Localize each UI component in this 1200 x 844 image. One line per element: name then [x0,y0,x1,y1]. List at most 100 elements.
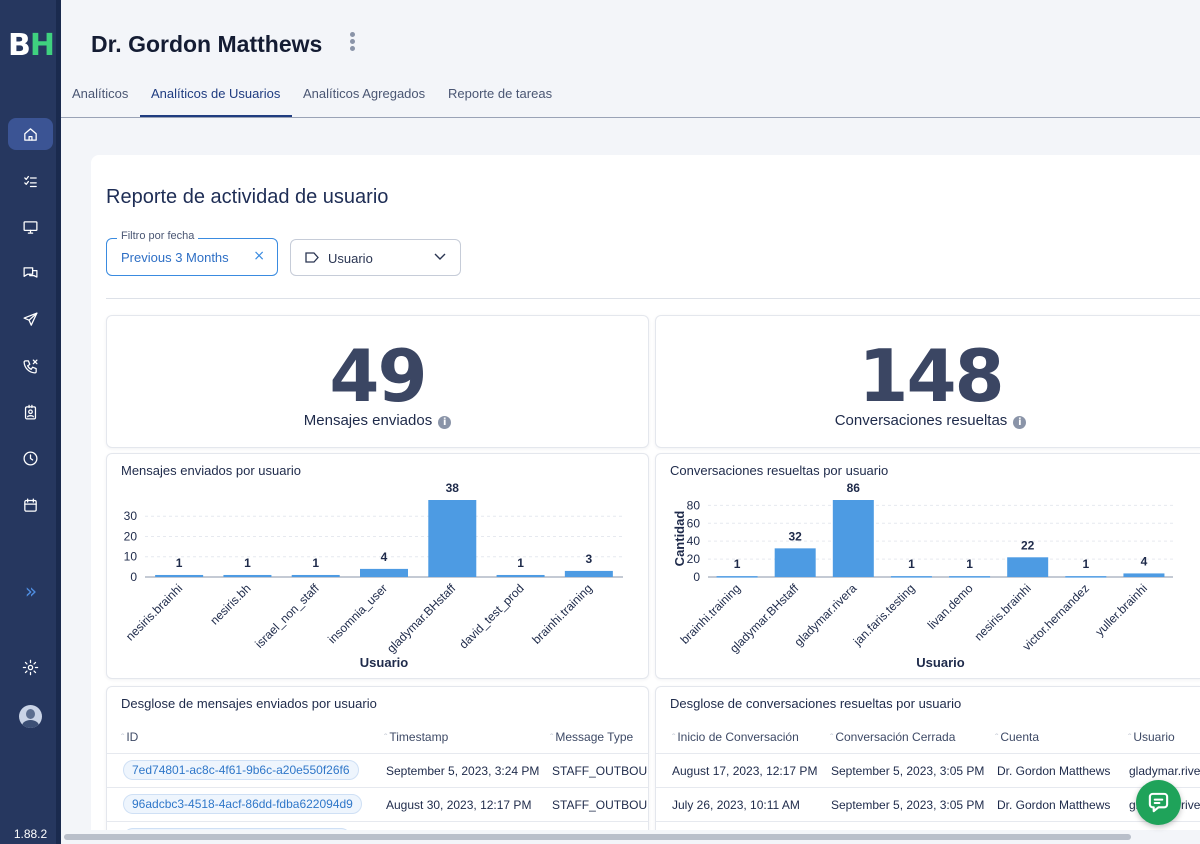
kpi-value: 49 [329,334,427,418]
nav-missed-calls[interactable] [8,350,53,382]
tab-reporte-tareas[interactable]: Reporte de tareas [448,86,553,101]
data-label: 1 [312,556,319,570]
column-header-message-type[interactable]: ˆ Message Type [550,730,633,744]
y-tick-label: 20 [124,529,138,543]
column-header-label: Message Type [555,730,634,744]
table-row[interactable]: July 26, 2023, 10:11 AM September 5, 202… [656,787,1200,821]
tab-analiticos[interactable]: Analíticos [72,86,129,101]
nav-settings[interactable] [8,651,53,683]
scrollbar-thumb[interactable] [64,834,1131,840]
data-label: 1 [517,556,524,570]
sort-icon: ˆ [384,733,388,744]
timestamp-cell: September 5, 2023, 3:24 PM [386,764,540,778]
data-label: 1 [244,556,251,570]
home-icon [24,127,37,141]
sort-icon: ˆ [830,733,834,744]
nav-chat[interactable] [8,257,53,289]
nav-tasks[interactable] [8,165,53,197]
x-tick-label: nesiris.brainhi [123,581,185,643]
expand-sidebar-icon[interactable]: » [24,579,38,603]
tab-analiticos-usuarios[interactable]: Analíticos de Usuarios [140,86,292,117]
x-axis-label: Usuario [360,655,408,670]
table-row[interactable] [656,821,1200,844]
column-header-start[interactable]: ˆ Inicio de Conversación [672,730,799,744]
info-icon[interactable]: i [438,416,452,429]
data-label: 38 [446,481,460,495]
bar[interactable] [890,576,932,578]
nav-history[interactable] [8,442,53,474]
y-tick-label: 80 [687,498,701,512]
user-avatar[interactable] [19,705,42,728]
nav-home[interactable] [8,118,53,150]
y-tick-label: 0 [693,570,700,584]
table-title: Desglose de mensajes enviados por usuari… [121,696,377,711]
x-axis-label: Usuario [916,655,964,670]
info-icon[interactable]: i [1013,416,1027,429]
bar[interactable] [428,500,477,577]
column-header-id[interactable]: ˆ ID [121,730,138,744]
report-title: Reporte de actividad de usuario [106,186,389,208]
table-row[interactable]: August 17, 2023, 12:17 PM September 5, 2… [656,753,1200,787]
bar[interactable] [496,574,545,577]
kpi-card-conversations: 148 Conversaciones resueltas i [655,315,1200,448]
y-axis-label: Cantidad [672,511,687,567]
avatar-head [26,709,35,719]
sort-icon: ˆ [121,733,125,744]
divider [106,298,1200,299]
x-tick-label: gladymar.BHstaff [384,581,459,656]
x-tick-label: nesiris.brainhi [972,581,1034,643]
date-filter-legend: Filtro por fecha [117,230,199,242]
sort-icon: ˆ [672,733,676,744]
clear-filter-icon[interactable]: × [253,248,265,264]
nav-contacts[interactable] [8,396,53,428]
bar[interactable] [949,576,991,578]
more-options-icon[interactable] [348,32,356,52]
column-header-closed[interactable]: ˆ Conversación Cerrada [830,730,955,744]
bar[interactable] [223,574,272,577]
table-row[interactable]: 7ed74801-ac8c-4f61-9b6c-a20e550f26f6 Sep… [107,753,648,787]
bar[interactable] [564,570,613,577]
column-header-timestamp[interactable]: ˆ Timestamp [384,730,448,744]
bar[interactable] [291,574,340,577]
x-tick-label: livan.demo [925,581,976,632]
calendar-icon [24,497,37,512]
timestamp-cell: August 30, 2023, 12:17 PM [386,798,532,812]
kpi-value: 148 [858,334,1004,418]
y-tick-label: 0 [130,570,137,584]
data-label: 1 [908,557,915,571]
bar[interactable] [360,568,408,577]
nav-monitor[interactable] [8,211,53,243]
data-label: 1 [734,557,741,571]
bar[interactable] [155,574,204,577]
data-label: 32 [789,529,803,543]
bar[interactable] [1007,557,1049,577]
nav-send[interactable] [8,303,53,335]
column-header-user[interactable]: ˆ Usuario [1128,730,1175,744]
table-row[interactable]: 96adcbc3-4518-4acf-86dd-fdba622094d9 Aug… [107,787,648,821]
data-label: 3 [586,552,593,566]
bar[interactable] [774,548,816,577]
start-cell: August 17, 2023, 12:17 PM [672,764,818,778]
horizontal-scrollbar[interactable] [61,830,1200,844]
x-tick-label: israel_non_staff [252,581,322,651]
chart-title: Conversaciones resueltas por usuario [670,463,889,478]
message-id-link[interactable]: 7ed74801-ac8c-4f61-9b6c-a20e550f26f6 [123,760,359,780]
bar[interactable] [716,576,758,578]
chat-support-button[interactable] [1136,780,1181,825]
tab-analiticos-agregados[interactable]: Analíticos Agregados [303,86,426,101]
chart-panel-conversations: Conversaciones resueltas por usuario 0 20… [655,453,1200,679]
date-filter[interactable]: Filtro por fecha Previous 3 Months × [106,230,278,276]
message-id-link[interactable]: 96adcbc3-4518-4acf-86dd-fdba622094d9 [123,794,362,814]
bar[interactable] [1123,573,1165,577]
nav-calendar[interactable] [8,489,53,521]
column-header-account[interactable]: ˆ Cuenta [995,730,1039,744]
sort-icon: ˆ [1128,733,1132,744]
conversations-table-panel: Desglose de conversaciones resueltas por… [655,686,1200,844]
user-select[interactable]: Usuario [290,239,461,276]
gear-icon [22,659,39,675]
send-icon [23,311,38,326]
brand-logo[interactable]: BH [8,28,55,63]
bar[interactable] [1065,576,1107,578]
bar[interactable] [832,500,874,577]
tag-icon [305,252,319,263]
